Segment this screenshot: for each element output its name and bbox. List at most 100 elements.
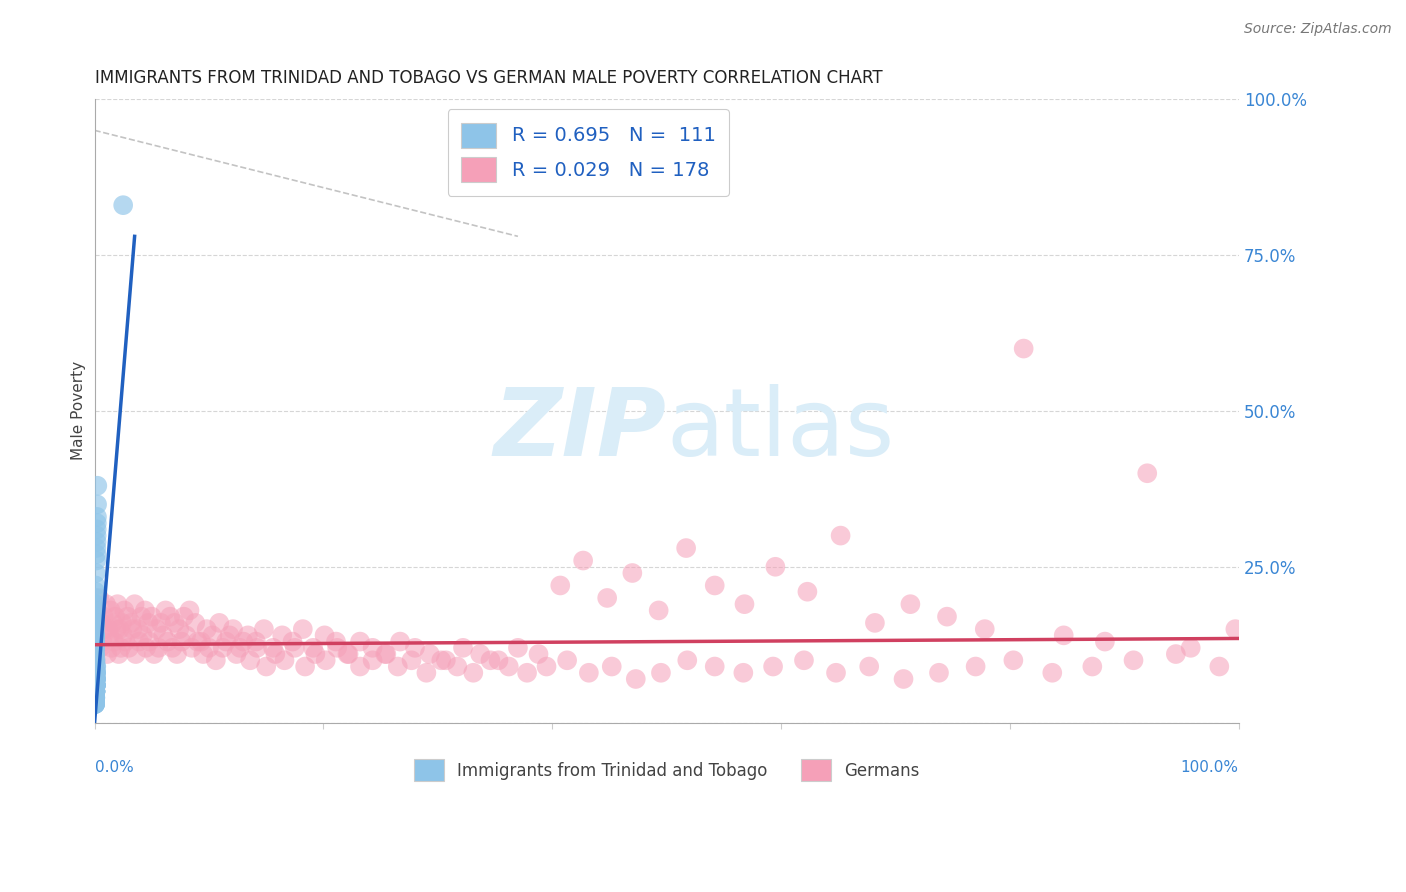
Point <box>90 615 112 630</box>
Point <box>446 659 468 673</box>
Point <box>84 678 107 692</box>
Point <box>84 678 107 692</box>
Point <box>145 622 167 636</box>
Point <box>84 665 107 680</box>
Point <box>156 634 179 648</box>
Point <box>1002 653 1025 667</box>
Point <box>134 603 156 617</box>
Point <box>936 609 959 624</box>
Point <box>419 647 441 661</box>
Point <box>1094 634 1116 648</box>
Point <box>1040 665 1063 680</box>
Point <box>84 672 107 686</box>
Point <box>84 665 107 680</box>
Point <box>793 653 815 667</box>
Point <box>387 659 409 673</box>
Point <box>159 609 181 624</box>
Point <box>600 659 623 673</box>
Point <box>141 609 163 624</box>
Point <box>858 659 880 673</box>
Point <box>389 634 412 648</box>
Point <box>89 640 111 655</box>
Point <box>302 640 325 655</box>
Point <box>84 653 107 667</box>
Point <box>87 615 110 630</box>
Point <box>337 647 360 661</box>
Point <box>111 615 134 630</box>
Point <box>138 634 160 648</box>
Point <box>762 659 785 673</box>
Point <box>516 665 538 680</box>
Point <box>284 640 307 655</box>
Point <box>84 678 107 692</box>
Point <box>84 672 107 686</box>
Point <box>86 603 108 617</box>
Point <box>900 597 922 611</box>
Text: 100.0%: 100.0% <box>1181 760 1239 775</box>
Text: Source: ZipAtlas.com: Source: ZipAtlas.com <box>1244 22 1392 37</box>
Point <box>83 665 105 680</box>
Point <box>893 672 915 686</box>
Point <box>100 640 122 655</box>
Point <box>84 690 107 705</box>
Point <box>336 647 359 661</box>
Point <box>84 684 107 698</box>
Point <box>225 647 247 661</box>
Point <box>84 678 107 692</box>
Point <box>86 547 108 561</box>
Point <box>84 690 107 705</box>
Point <box>84 628 107 642</box>
Point <box>825 665 848 680</box>
Point <box>84 640 107 655</box>
Point <box>131 628 153 642</box>
Point <box>84 672 107 686</box>
Point <box>506 640 529 655</box>
Point <box>84 678 107 692</box>
Point <box>170 634 193 648</box>
Point <box>205 653 228 667</box>
Point <box>84 678 107 692</box>
Point <box>596 591 619 605</box>
Point <box>84 672 107 686</box>
Point <box>198 640 221 655</box>
Point <box>94 597 117 611</box>
Point <box>973 622 995 636</box>
Point <box>84 622 107 636</box>
Point <box>84 603 107 617</box>
Text: atlas: atlas <box>666 384 896 475</box>
Y-axis label: Male Poverty: Male Poverty <box>72 361 86 460</box>
Point <box>163 615 186 630</box>
Point <box>86 528 108 542</box>
Point <box>84 665 107 680</box>
Point <box>294 659 316 673</box>
Point <box>84 684 107 698</box>
Point <box>84 672 107 686</box>
Point <box>1081 659 1104 673</box>
Point <box>361 640 384 655</box>
Point <box>211 640 233 655</box>
Point <box>138 615 160 630</box>
Point <box>84 622 107 636</box>
Point <box>572 553 595 567</box>
Point <box>84 690 107 705</box>
Point <box>1180 640 1202 655</box>
Point <box>84 566 107 580</box>
Point <box>325 634 347 648</box>
Point <box>86 534 108 549</box>
Point <box>100 603 122 617</box>
Point <box>131 609 153 624</box>
Point <box>135 640 157 655</box>
Point <box>110 640 132 655</box>
Point <box>1208 659 1230 673</box>
Point <box>107 597 129 611</box>
Point <box>114 634 136 648</box>
Point <box>271 628 294 642</box>
Point <box>733 665 755 680</box>
Point <box>470 647 492 661</box>
Point <box>84 634 107 648</box>
Point <box>229 640 252 655</box>
Point <box>463 665 485 680</box>
Point <box>84 684 107 698</box>
Point <box>86 516 108 530</box>
Legend: Immigrants from Trinidad and Tobago, Germans: Immigrants from Trinidad and Tobago, Ger… <box>405 751 928 789</box>
